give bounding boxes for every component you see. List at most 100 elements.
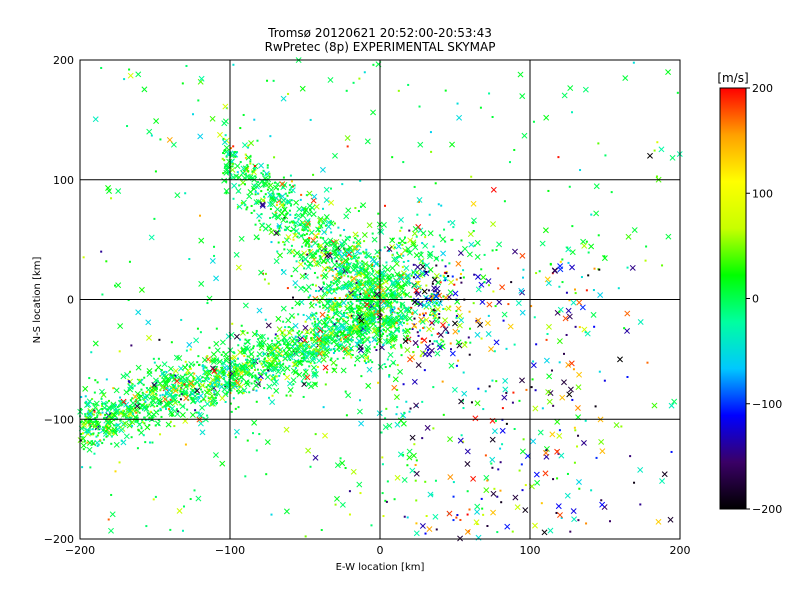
data-point	[367, 360, 370, 363]
data-point	[130, 344, 133, 347]
data-point	[377, 212, 380, 215]
data-point	[270, 241, 273, 244]
data-point	[231, 165, 234, 168]
data-point	[101, 402, 104, 405]
data-point	[431, 276, 438, 283]
data-point	[220, 383, 223, 386]
data-point	[269, 208, 272, 211]
data-point	[94, 379, 97, 382]
data-point	[123, 78, 126, 81]
data-point	[411, 311, 414, 314]
data-point	[444, 307, 447, 310]
data-point	[106, 426, 109, 429]
data-point	[189, 367, 192, 370]
data-point	[293, 316, 296, 319]
data-point	[394, 294, 397, 297]
data-point	[174, 192, 181, 199]
data-point	[144, 441, 147, 444]
data-point	[298, 351, 301, 354]
data-point	[647, 152, 653, 159]
data-point	[410, 306, 413, 309]
data-point	[110, 403, 117, 410]
data-point	[209, 382, 212, 385]
data-point	[141, 86, 148, 93]
data-point	[359, 293, 362, 296]
data-point	[202, 398, 205, 401]
data-point	[275, 354, 278, 357]
data-point	[92, 116, 99, 123]
data-point	[408, 229, 411, 232]
data-point	[129, 419, 136, 426]
data-point	[141, 421, 144, 424]
data-point	[288, 191, 291, 194]
data-point	[314, 320, 317, 323]
data-point	[580, 276, 583, 279]
data-point	[265, 372, 268, 375]
data-point	[433, 293, 440, 300]
data-point	[597, 234, 600, 237]
data-point	[412, 244, 419, 251]
data-point	[503, 200, 506, 203]
data-point	[107, 518, 110, 521]
data-point	[322, 238, 329, 245]
data-point	[491, 379, 494, 382]
data-point	[325, 223, 332, 230]
data-point	[661, 264, 664, 267]
data-point	[392, 376, 399, 383]
data-point	[308, 236, 311, 239]
data-point	[358, 314, 361, 317]
data-point	[234, 150, 237, 153]
data-point	[443, 271, 446, 274]
data-point	[303, 373, 306, 376]
data-point	[229, 165, 232, 168]
data-point	[362, 250, 365, 253]
data-point	[186, 363, 189, 366]
data-point	[299, 212, 306, 219]
data-point	[93, 410, 96, 413]
data-point	[464, 341, 467, 344]
data-point	[123, 389, 130, 396]
data-point	[304, 357, 307, 360]
data-point	[86, 412, 89, 415]
data-point	[318, 221, 321, 224]
chart-subtitle: RwPretec (8p) EXPERIMENTAL SKYMAP	[265, 40, 496, 54]
data-point	[118, 405, 121, 408]
data-point	[168, 409, 175, 416]
data-point	[284, 353, 291, 360]
data-point	[336, 309, 343, 316]
data-point	[378, 327, 385, 334]
data-point	[232, 197, 235, 200]
data-point	[340, 299, 347, 306]
data-point	[385, 500, 388, 503]
data-point	[331, 260, 334, 263]
data-point	[314, 284, 317, 287]
data-point	[384, 365, 387, 368]
data-point	[236, 174, 242, 181]
data-point	[260, 213, 263, 216]
data-point	[398, 216, 404, 223]
data-point	[568, 299, 571, 302]
data-point	[378, 277, 381, 280]
data-point	[308, 351, 311, 354]
data-point	[142, 434, 145, 437]
data-point	[393, 306, 396, 309]
data-point	[254, 374, 257, 377]
data-point	[389, 326, 392, 329]
data-point	[266, 356, 273, 363]
data-point	[234, 360, 237, 363]
data-point	[309, 263, 312, 266]
data-point	[637, 466, 644, 473]
data-point	[222, 362, 225, 365]
data-point	[303, 273, 309, 280]
data-point	[253, 165, 256, 168]
data-point	[182, 364, 189, 371]
data-point	[549, 263, 552, 266]
data-point	[114, 431, 117, 434]
data-point	[405, 272, 411, 279]
data-point	[253, 382, 260, 389]
data-point	[309, 209, 312, 212]
data-point	[197, 133, 204, 140]
data-point	[464, 528, 471, 535]
data-point	[346, 347, 349, 350]
data-point	[101, 293, 104, 296]
